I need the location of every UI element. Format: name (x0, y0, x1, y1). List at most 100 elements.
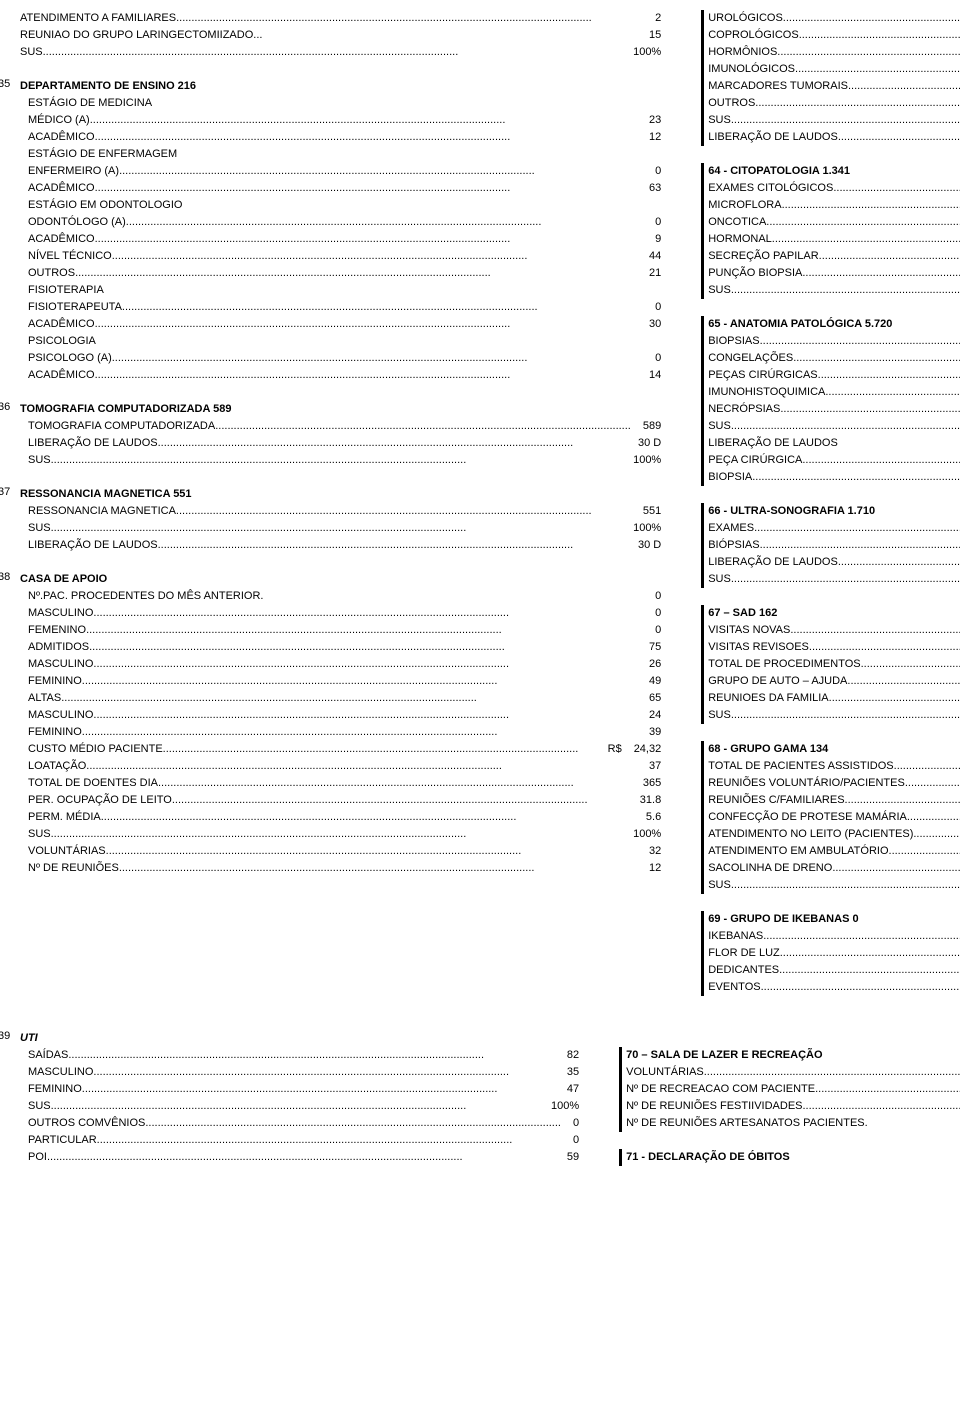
row-value: 100% (621, 520, 661, 537)
data-row: PER. OCUPAÇÃO DE LEITO31.8 (28, 792, 661, 809)
row-value: 2 (643, 10, 661, 27)
data-row: CONFECÇÃO DE PROTESE MAMÁRIA69 (708, 809, 960, 826)
data-row: BIOPSIAS800 (708, 333, 960, 350)
bottom-left: 39 UTI SAÍDAS82MASCULINO35FEMININO47SUS1… (20, 1030, 579, 1166)
row-label: VISITAS NOVAS (708, 622, 960, 639)
row-label: ESTÁGIO DE MEDICINA (28, 95, 649, 112)
data-row: ESTÁGIO DE ENFERMAGEM (28, 146, 661, 163)
data-row: BIOPSIA10 D (708, 469, 960, 486)
row-value: 59 (555, 1149, 579, 1166)
row-label: ACADÊMICO (28, 231, 643, 248)
section-title: DEPARTAMENTO DE ENSINO 216 (20, 78, 196, 95)
data-row: ACADÊMICO14 (28, 367, 661, 384)
data-row: HORMÔNIOS2.037 (708, 44, 960, 61)
row-label: NÍVEL TÉCNICO (28, 248, 637, 265)
row-label: CONGELAÇÕES (708, 350, 960, 367)
row-value: 47 (555, 1081, 579, 1098)
data-row: FLOR DE LUZ0 (708, 945, 960, 962)
section-67: 67 – SAD 162 VISITAS NOVAS14VISITAS REVI… (701, 605, 960, 724)
data-row: ATENDIMENTO NO LEITO (PACIENTES)14 (708, 826, 960, 843)
row-value: 63 (637, 180, 661, 197)
row-label: GRUPO DE AUTO – AJUDA (708, 673, 960, 690)
row-label: ADMITIDOS (28, 639, 637, 656)
data-row: MARCADORES TUMORAIS1.036 (708, 78, 960, 95)
data-row: OUTROS COMVÊNIOS0 (28, 1115, 579, 1132)
data-row: PEÇAS CIRÚRGICAS3.466 (708, 367, 960, 384)
row-label: ATENDIMENTO A FAMILIARES (20, 10, 643, 27)
data-row: REUNIOES DA FAMILIA47 (708, 690, 960, 707)
section-title: 65 - ANATOMIA PATOLÓGICA 5.720 (708, 316, 892, 333)
row-label: MICROFLORA (708, 197, 960, 214)
data-row: REUNIAO DO GRUPO LARINGECTOMIIZADO...15 (20, 27, 661, 44)
data-row: LIBERAÇÃO DE LAUDOS30 D (28, 537, 661, 554)
section-36: 36 TOMOGRAFIA COMPUTADORIZADA 589 (20, 401, 661, 418)
section-66: 66 - ULTRA-SONOGRAFIA 1.710 EXAMES1.459B… (701, 503, 960, 588)
row-label: PEÇA CIRÚRGICA (708, 452, 960, 469)
row-label: SUS (28, 520, 621, 537)
row-label: SECREÇÃO PAPILAR (708, 248, 960, 265)
data-row: MÉDICO (A)23 (28, 112, 661, 129)
row-value: 0 (643, 163, 661, 180)
row-label: SUS (708, 112, 960, 129)
row-value: 5.6 (634, 809, 661, 826)
row-label: ESTÁGIO EM ODONTOLOGIO (28, 197, 649, 214)
data-row: SUS100% (708, 571, 960, 588)
row-label: IMUNOHISTOQUIMICA (708, 384, 960, 401)
data-row: Nº DE REUNIÕES FESTIIVIDADES0 (626, 1098, 960, 1115)
row-label: PUNÇÃO BIOPSIA (708, 265, 960, 282)
row-value: 30 D (626, 435, 661, 452)
main-columns: ATENDIMENTO A FAMILIARES2REUNIAO DO GRUP… (20, 10, 940, 996)
row-value: 35 (555, 1064, 579, 1081)
row-label: MASCULINO (28, 605, 643, 622)
data-row: LIBERAÇÃO DE LAUDOS30 D (28, 435, 661, 452)
row-label: VOLUNTÁRIAS (28, 843, 637, 860)
row-value: 39 (637, 724, 661, 741)
row-label: FEMENINO (28, 622, 643, 639)
data-row: SUS100% (708, 418, 960, 435)
data-row: TOMOGRAFIA COMPUTADORIZADA589 (28, 418, 661, 435)
section-title: RESSONANCIA MAGNETICA 551 (20, 486, 192, 503)
row-number: 37 (0, 486, 10, 498)
row-label: MARCADORES TUMORAIS (708, 78, 960, 95)
row-label: ENFERMEIRO (A) (28, 163, 643, 180)
row-value: 551 (631, 503, 661, 520)
data-row: MASCULINO26 (28, 656, 661, 673)
data-row: CONGELAÇÕES165 (708, 350, 960, 367)
row-value: 23 (637, 112, 661, 129)
section-37: 37 RESSONANCIA MAGNETICA 551 (20, 486, 661, 503)
row-label: EXAMES (708, 520, 960, 537)
data-row: SAÍDAS82 (28, 1047, 579, 1064)
section-title: 69 - GRUPO DE IKEBANAS 0 (708, 911, 858, 928)
row-label: COPROLÓGICOS (708, 27, 960, 44)
row-label: Nº DE REUNIÕES ARTESANATOS PACIENTES. (626, 1115, 960, 1132)
row-label: OUTROS COMVÊNIOS (28, 1115, 561, 1132)
row-value: 24,32 (622, 741, 662, 758)
data-row: LIBERAÇÃO DE LAUDOS6 D (708, 129, 960, 146)
data-row: VOLUNTÁRIAS20 (626, 1064, 960, 1081)
row-value: 30 (637, 316, 661, 333)
data-row: ACADÊMICO12 (28, 129, 661, 146)
data-row: REUNIÕES C/FAMILIARES8 (708, 792, 960, 809)
row-label: PER. OCUPAÇÃO DE LEITO (28, 792, 628, 809)
row-label: PSICOLOGIA (28, 333, 649, 350)
row-number: 36 (0, 401, 10, 413)
data-row: IMUNOLÓGICOS1.235 (708, 61, 960, 78)
row-label: CUSTO MÉDIO PACIENTER$ (28, 741, 622, 758)
data-row: PSICOLOGO (A)0 (28, 350, 661, 367)
data-row: IMUNOHISTOQUIMICA1.289 (708, 384, 960, 401)
row-label: SUS (28, 826, 621, 843)
row-label: SUS (28, 452, 621, 469)
section-35: 35 DEPARTAMENTO DE ENSINO 216 (20, 78, 661, 95)
row-value: 31.8 (628, 792, 661, 809)
data-row: SECREÇÃO PAPILAR61 (708, 248, 960, 265)
row-label: PERM. MÉDIA (28, 809, 634, 826)
section-68: 68 - GRUPO GAMA 134 TOTAL DE PACIENTES A… (701, 741, 960, 894)
section-title: 68 - GRUPO GAMA 134 (708, 741, 828, 758)
data-row: SUS100% (28, 826, 661, 843)
row-value: 0 (643, 588, 661, 605)
row-label: SUS (708, 571, 960, 588)
row-label: FISIOTERAPEUTA (28, 299, 643, 316)
row-label: LOATAÇÃO (28, 758, 637, 775)
row-value: 24 (637, 707, 661, 724)
row-label: ESTÁGIO DE ENFERMAGEM (28, 146, 649, 163)
